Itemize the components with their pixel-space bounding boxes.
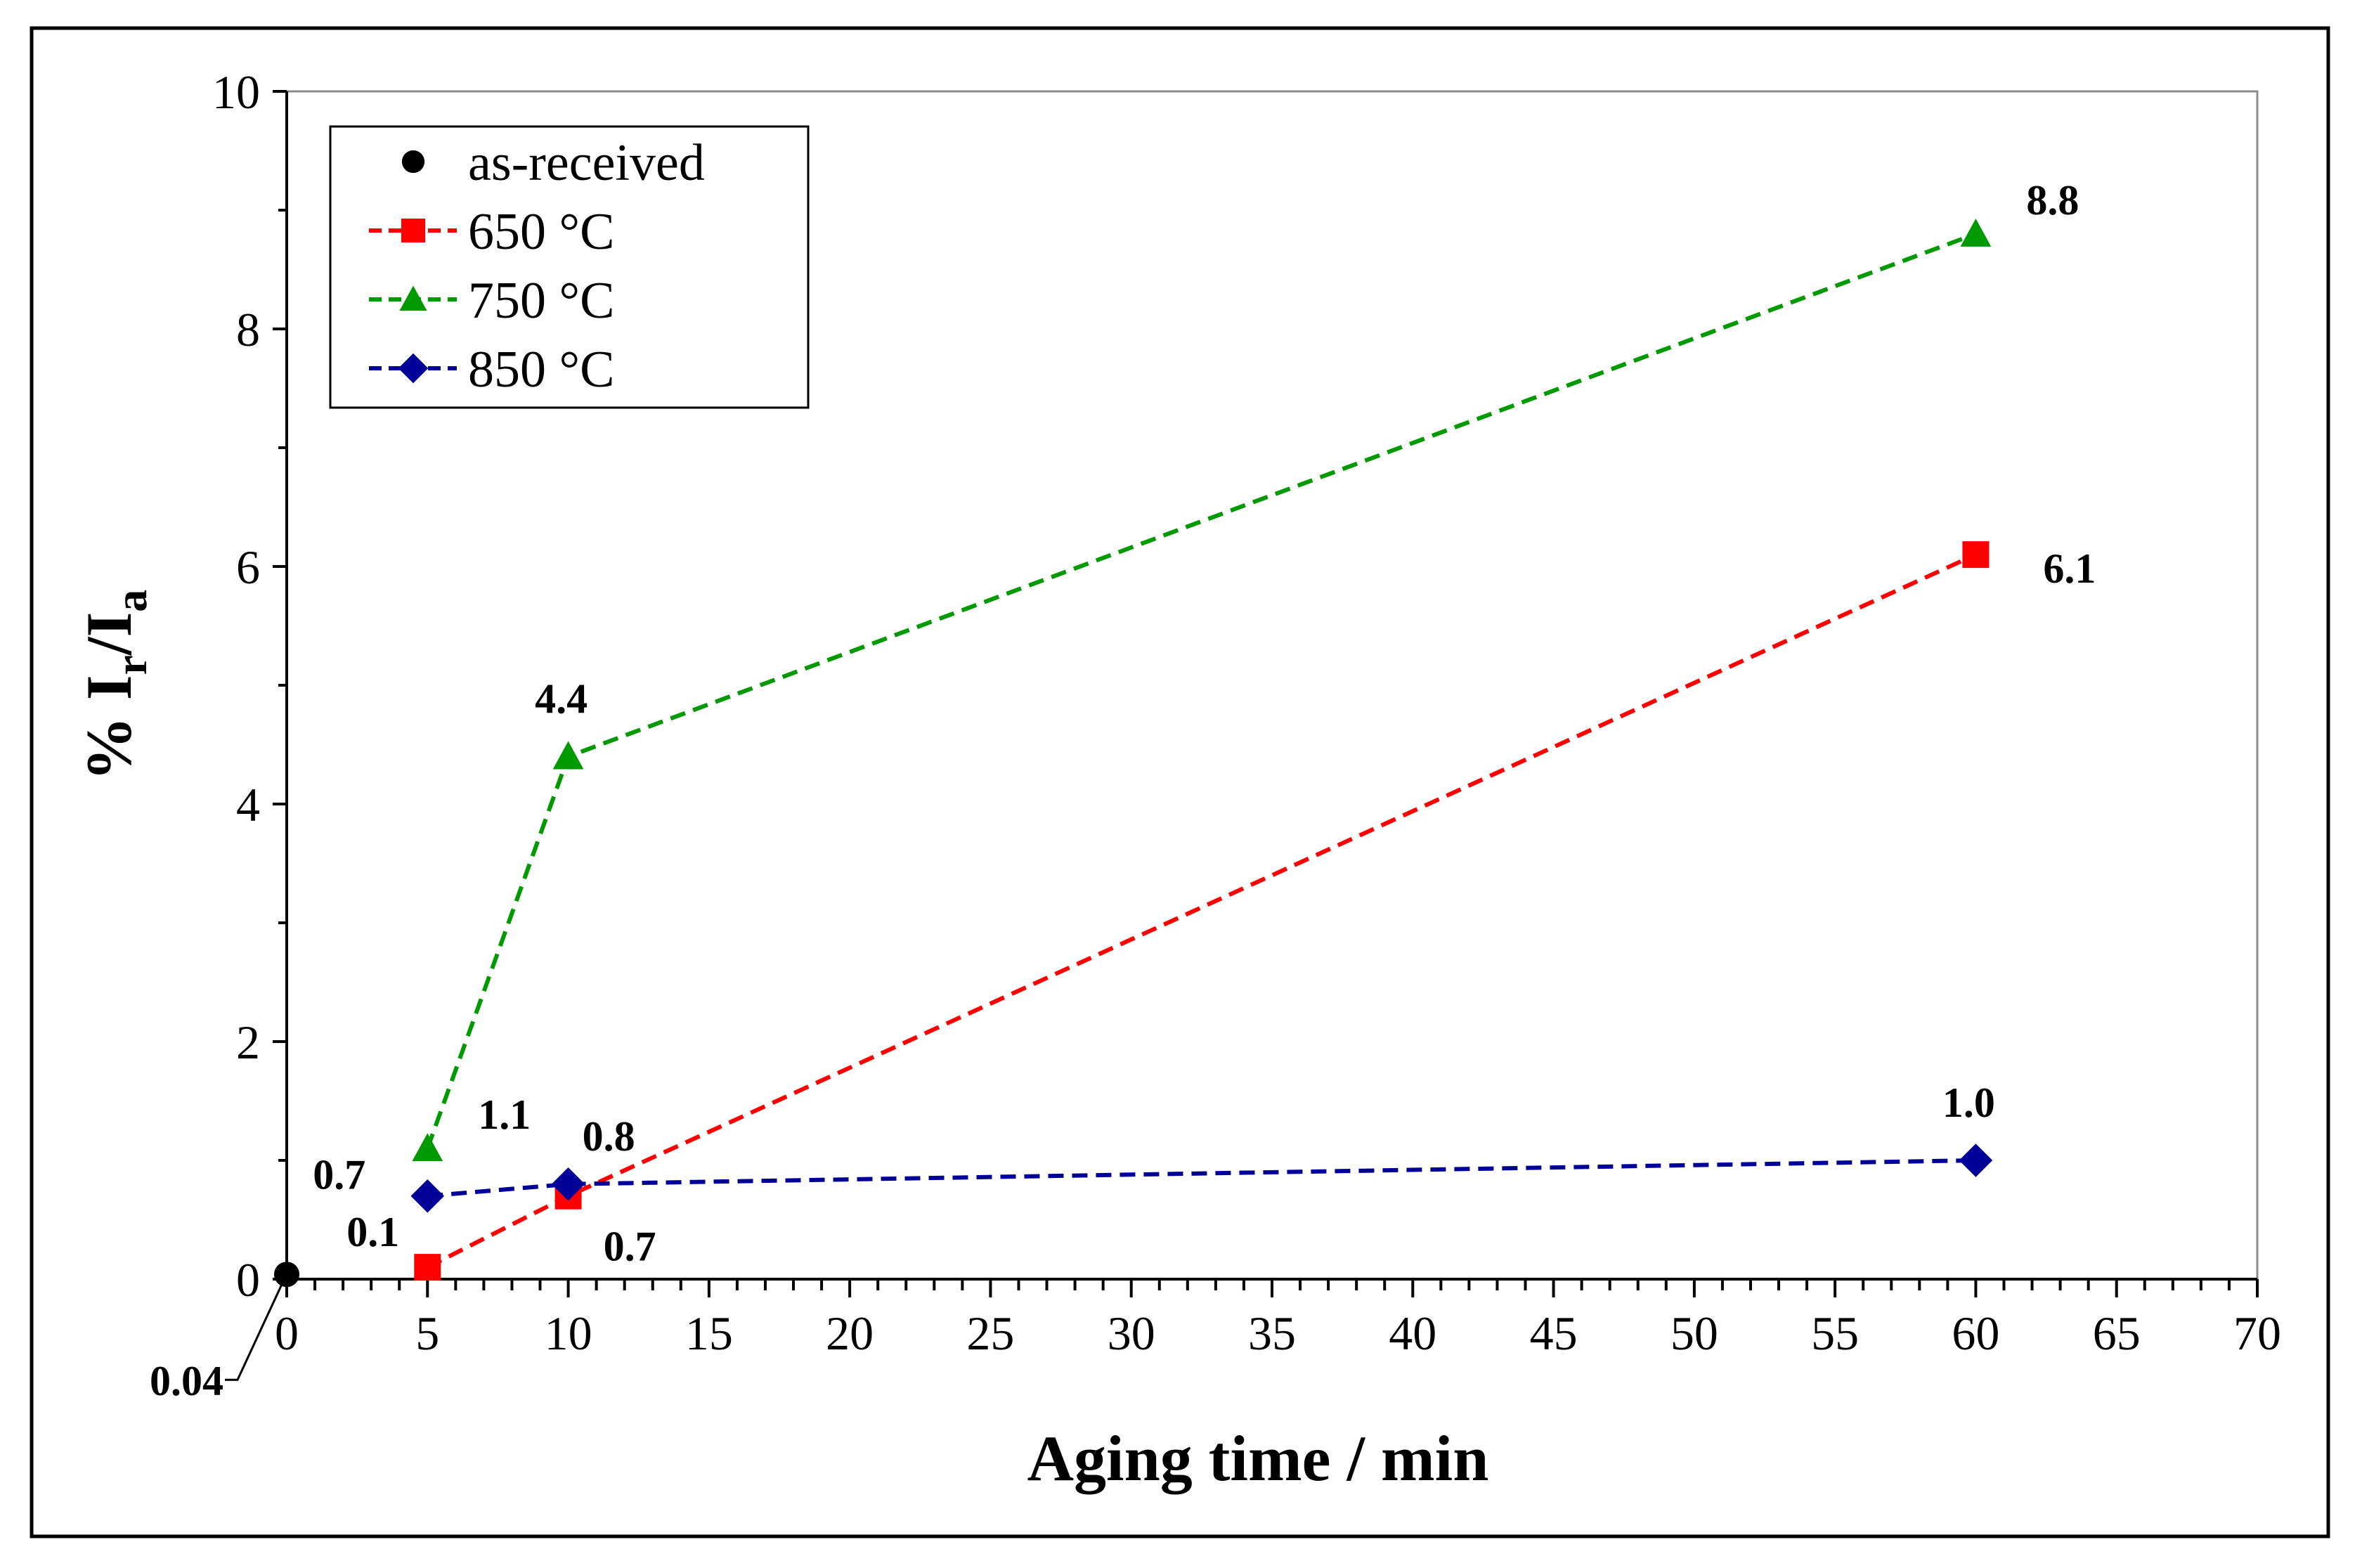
x-tick-label: 30 — [1108, 1307, 1155, 1360]
data-labels: 0.04 0.1 0.7 6.1 1.1 4.4 8.8 0.7 0.8 1.0 — [150, 177, 2096, 1404]
x-tick-label: 10 — [545, 1307, 592, 1360]
data-label: 6.1 — [2043, 545, 2096, 592]
y-tick-label: 2 — [236, 1016, 260, 1069]
data-label: 8.8 — [2026, 177, 2079, 223]
x-tick-label: 40 — [1389, 1307, 1436, 1360]
legend-marker-750-c — [399, 285, 427, 311]
legend-marker-650-c — [401, 219, 425, 242]
y-title-mid: /I — [73, 612, 145, 656]
x-tick-label: 60 — [1952, 1307, 1999, 1360]
x-tick-label: 0 — [275, 1307, 299, 1360]
legend-marker-as-received — [401, 150, 425, 174]
x-axis-title: Aging time / min — [1027, 1423, 1489, 1494]
data-label: 0.7 — [313, 1152, 365, 1198]
data-label: 0.7 — [604, 1224, 656, 1270]
x-tick-label: 25 — [966, 1307, 1014, 1360]
data-point-750-c — [552, 741, 584, 770]
data-label: 0.8 — [583, 1113, 635, 1160]
y-title-prefix: % I — [73, 675, 145, 781]
legend-label-650-c: 650 °C — [468, 203, 614, 261]
y-tick-label: 6 — [236, 540, 260, 594]
data-point-850-c — [410, 1179, 445, 1213]
data-point-750-c — [1960, 218, 1992, 247]
data-label: 0.1 — [346, 1209, 399, 1255]
data-point-650-c — [1962, 541, 1990, 569]
y-axis: 0 2 4 6 8 10 — [212, 65, 288, 1307]
y-title-sub2: a — [106, 590, 156, 612]
x-tick-label: 45 — [1530, 1307, 1578, 1360]
data-point-750-c — [412, 1133, 443, 1162]
legend: as-received 650 °C 750 °C 850 °C — [329, 125, 810, 409]
y-axis-title: % Ir/Ia — [73, 590, 156, 782]
x-tick-label: 70 — [2233, 1307, 2281, 1360]
y-tick-label: 10 — [212, 65, 260, 119]
y-tick-label: 8 — [236, 303, 260, 356]
x-tick-label: 65 — [2093, 1307, 2141, 1360]
data-point-650-c — [414, 1254, 441, 1281]
x-tick-label: 20 — [826, 1307, 874, 1360]
data-point-850-c — [551, 1167, 585, 1201]
data-point-850-c — [1959, 1143, 1993, 1177]
legend-label-750-c: 750 °C — [468, 272, 614, 330]
x-tick-label: 5 — [415, 1307, 439, 1360]
x-tick-label: 50 — [1670, 1307, 1718, 1360]
y-title-sub1: r — [106, 655, 156, 675]
data-label: 1.0 — [1942, 1080, 1995, 1126]
x-tick-label: 15 — [685, 1307, 733, 1360]
x-axis: 0 5 10 15 20 25 30 35 40 45 50 55 60 65 70 — [275, 1278, 2281, 1360]
y-tick-label: 4 — [236, 778, 260, 831]
series-markers — [273, 218, 1993, 1288]
data-point-as-received — [273, 1262, 300, 1288]
label-leader-line — [225, 1282, 284, 1381]
legend-marker-850-c — [398, 353, 429, 384]
legend-label-850-c: 850 °C — [468, 341, 614, 399]
data-label: 1.1 — [478, 1091, 531, 1138]
data-label: 4.4 — [535, 675, 588, 722]
data-label: 0.04 — [150, 1358, 223, 1404]
x-tick-label: 55 — [1811, 1307, 1859, 1360]
x-tick-label: 35 — [1248, 1307, 1296, 1360]
y-tick-label: 0 — [236, 1253, 260, 1307]
series-line-850-c — [427, 1158, 1976, 1198]
legend-label-as-received: as-received — [468, 134, 705, 192]
